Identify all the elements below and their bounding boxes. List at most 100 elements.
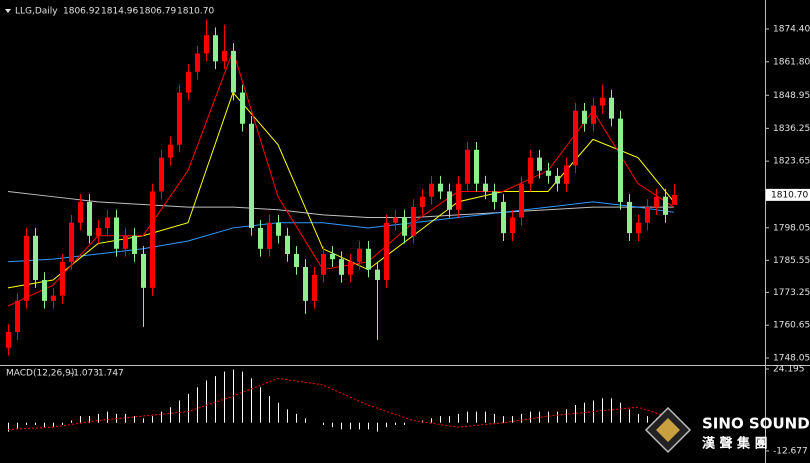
candle-body (213, 35, 218, 62)
y-tick-label: -12.677 (773, 446, 808, 456)
candle-body (501, 201, 506, 234)
candle-body (447, 191, 452, 210)
candle-body (366, 248, 371, 270)
candle-body (303, 266, 308, 301)
candle-body (123, 235, 128, 249)
y-tick-label: 24.195 (773, 365, 805, 375)
candle-body (618, 118, 623, 202)
candle-body (465, 149, 470, 184)
ohlc-low: 1806.79 (139, 7, 176, 17)
candle-body (195, 53, 200, 72)
candle-body (573, 110, 578, 166)
candle-body (186, 71, 191, 93)
candle-body (393, 217, 398, 223)
logo: SINO SOUND 漢 聲 集 團 (644, 406, 810, 454)
candle-body (231, 50, 236, 93)
candle-body (339, 259, 344, 275)
y-tick-label: 1773.25 (773, 288, 810, 298)
candle-body (528, 157, 533, 184)
candle-body (159, 157, 164, 192)
y-tick-label: 1836.25 (773, 124, 810, 134)
candle-body (519, 183, 524, 218)
candle-body (312, 274, 317, 301)
candle-body (663, 196, 668, 215)
candle-body (510, 217, 515, 234)
candle-body (330, 253, 335, 260)
candle-body (267, 222, 272, 249)
moving-average (7, 201, 675, 263)
candle-body (402, 217, 407, 236)
candle-body (222, 50, 227, 62)
candle-body (249, 123, 254, 228)
candle-body (474, 149, 479, 184)
candle-body (555, 175, 560, 184)
ohlc-open: 1806.92 (63, 7, 100, 17)
macd-signal-value: 1.747 (98, 369, 124, 379)
candle-body (258, 227, 263, 249)
candle-body (483, 183, 488, 192)
candle-body (294, 253, 299, 267)
macd-main-value: -1.073 (70, 369, 99, 379)
candle-body (348, 261, 353, 275)
candle-body (492, 191, 497, 202)
candle-body (276, 222, 281, 236)
symbol-title: LLG,Daily (15, 7, 58, 17)
candle-body (672, 194, 677, 205)
y-tick-label: 1760.65 (773, 321, 810, 331)
candle-body (384, 222, 389, 281)
candle-body (33, 235, 38, 281)
moving-average (7, 91, 675, 289)
ohlc-high: 1814.96 (101, 7, 138, 17)
candle-body (537, 157, 542, 171)
current-price-box (766, 188, 810, 201)
candle-body (411, 207, 416, 236)
y-tick-label: 1798.05 (773, 223, 810, 233)
candle-body (582, 110, 587, 124)
candle-body (42, 280, 47, 301)
brand-subtitle: 漢 聲 集 團 (702, 436, 768, 452)
candle-body (357, 248, 362, 262)
candle-body (141, 253, 146, 288)
candle-body (429, 183, 434, 197)
y-tick-label: 1748.05 (773, 353, 810, 363)
candle-body (60, 261, 65, 296)
candle-body (96, 227, 101, 236)
candle-body (204, 35, 209, 54)
candle-body (168, 144, 173, 158)
y-tick-label: 1874.40 (773, 25, 810, 35)
candle-body (627, 201, 632, 234)
y-tick-label: 1848.95 (773, 91, 810, 101)
y-tick-label: 1785.55 (773, 256, 810, 266)
candle-body (150, 191, 155, 288)
dropdown-icon (5, 9, 11, 13)
candle-body (87, 201, 92, 236)
macd-signal (7, 377, 675, 430)
candle-body (645, 207, 650, 223)
candle-body (24, 235, 29, 301)
candle-body (591, 105, 596, 124)
moving-average (7, 190, 674, 219)
candle-body (177, 92, 182, 145)
current-price-label: 1810.70 (771, 190, 808, 200)
candle-body (114, 217, 119, 249)
candle-body (438, 183, 443, 192)
candle-body (78, 201, 83, 223)
brand-name: SINO SOUND (702, 415, 810, 433)
candle-body (420, 196, 425, 208)
moving-average (7, 49, 675, 307)
candle-body (6, 332, 11, 348)
candle-body (69, 222, 74, 262)
ohlc-close: 1810.70 (177, 7, 214, 17)
candle-body (564, 165, 569, 184)
candle-body (105, 217, 110, 228)
candle-body (546, 170, 551, 176)
candle-body (240, 92, 245, 124)
logo-inner (656, 418, 680, 442)
candle-body (456, 183, 461, 210)
candle-body (609, 97, 614, 119)
candle-body (654, 196, 659, 208)
y-tick-label: 1861.80 (773, 57, 810, 67)
candle-body (51, 295, 56, 301)
candle-body (321, 253, 326, 275)
